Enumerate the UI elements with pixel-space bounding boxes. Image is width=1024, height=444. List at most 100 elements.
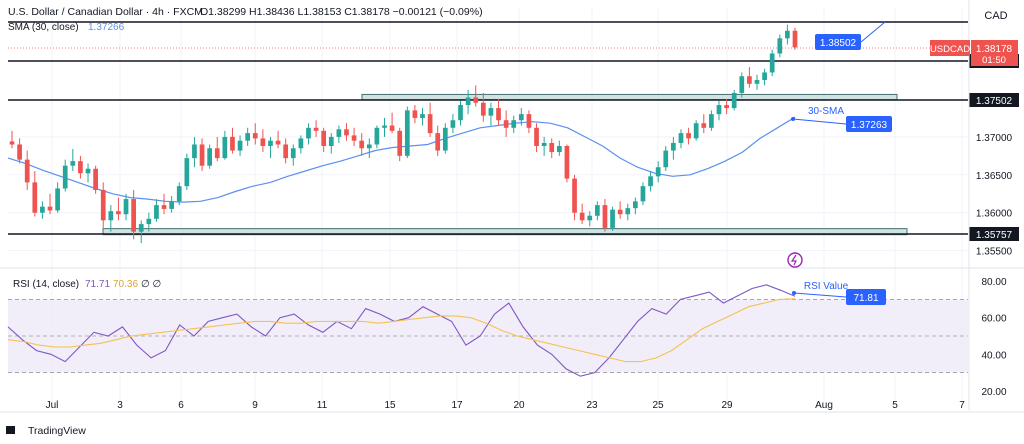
- candle-body-103: [792, 30, 798, 48]
- time-tick-9: 25: [652, 400, 664, 411]
- candle-body-65: [503, 120, 509, 128]
- candle-body-28: [222, 136, 228, 159]
- candle-body-46: [359, 140, 365, 149]
- candle-body-11: [93, 168, 98, 190]
- candle-body-6: [55, 188, 60, 211]
- candle-body-34: [268, 140, 273, 146]
- time-tick-11: Aug: [815, 400, 833, 411]
- time-tick-0: Jul: [46, 400, 59, 411]
- sma-legend-label: SMA (30, close): [8, 22, 79, 33]
- candle-body-9: [78, 161, 83, 174]
- candle-body-94: [724, 105, 729, 109]
- candle-body-20: [161, 205, 167, 209]
- target-value: 1.38502: [820, 38, 857, 49]
- candle-body-69: [534, 127, 539, 146]
- candle-body-79: [610, 209, 615, 228]
- candle-body-86: [663, 150, 669, 168]
- symbol-tag: USDCAD: [930, 44, 970, 55]
- candle-body-89: [686, 133, 691, 139]
- candle-body-74: [572, 178, 577, 213]
- candle-body-0: [9, 141, 15, 145]
- candle-body-62: [480, 102, 486, 116]
- candle-body-15: [123, 199, 129, 215]
- candle-body-54: [420, 114, 425, 118]
- candle-body-101: [777, 38, 783, 54]
- sma-legend-value: 1.37266: [88, 22, 125, 33]
- time-tick-7: 20: [513, 400, 525, 411]
- candle-body-26: [207, 148, 213, 166]
- rsi-annotation-text: RSI Value: [804, 281, 849, 292]
- candle-body-70: [541, 142, 547, 146]
- target-value-bg: [815, 34, 861, 50]
- candle-body-47: [366, 144, 372, 149]
- candle-body-32: [252, 133, 258, 139]
- candle-body-13: [108, 211, 114, 221]
- candle-body-102: [785, 30, 790, 39]
- candle-body-5: [47, 206, 53, 211]
- rsi-tick-1: 60.00: [981, 314, 1006, 325]
- candle-body-95: [731, 92, 737, 109]
- candle-body-36: [283, 144, 289, 159]
- candle-body-10: [85, 168, 91, 174]
- candle-body-93: [716, 105, 722, 115]
- tradingview-logo: [6, 426, 15, 434]
- candle-body-48: [374, 127, 380, 145]
- event-icon: [787, 252, 803, 268]
- time-tick-2: 6: [178, 400, 184, 411]
- symbol-title: U.S. Dollar / Canadian Dollar · 4h · FXC…: [8, 6, 203, 18]
- last-price-tag-bg: [971, 40, 1018, 66]
- candle-body-35: [275, 140, 281, 145]
- candle-body-53: [412, 110, 418, 118]
- candle-body-55: [427, 114, 433, 134]
- candle-body-98: [754, 80, 760, 84]
- candle-body-100: [769, 53, 775, 73]
- candle-body-1: [17, 144, 22, 160]
- rsi-line: [7, 284, 796, 377]
- footer-brand: TradingView: [28, 425, 86, 437]
- candle-body-8: [70, 161, 76, 166]
- rsi-legend-value: 71.71: [85, 279, 110, 290]
- sma-30-line: [7, 116, 796, 203]
- candle-body-80: [617, 209, 623, 215]
- candle-body-83: [640, 186, 646, 202]
- candle-body-91: [701, 123, 707, 128]
- candle-body-19: [154, 205, 159, 219]
- candle-body-40: [313, 127, 319, 131]
- rsi-annotation-pointer: [793, 292, 847, 298]
- annotations: 1.38502 30-SMA 1.37263 RSI Value 71.81: [787, 21, 892, 305]
- time-tick-10: 29: [721, 400, 733, 411]
- time-tick-4: 11: [317, 400, 328, 411]
- candle-body-60: [465, 97, 471, 106]
- candle-body-2: [24, 159, 30, 183]
- time-tick-13: 7: [959, 400, 965, 411]
- candle-body-61: [473, 97, 479, 103]
- rsi-pane: 80.00 60.00 40.00 20.00: [7, 277, 1007, 398]
- candle-body-16: [131, 199, 136, 232]
- candle-body-45: [351, 135, 357, 141]
- candlestick-series: [9, 24, 798, 244]
- candle-body-58: [450, 120, 456, 128]
- candle-body-49: [382, 125, 387, 128]
- candle-body-44: [344, 129, 349, 136]
- candle-body-37: [290, 148, 296, 159]
- candle-body-78: [602, 205, 608, 228]
- candle-body-24: [192, 144, 197, 159]
- candle-body-29: [230, 136, 235, 151]
- rsi-tick-0: 80.00: [981, 277, 1006, 288]
- price-tick-1: 1.36500: [976, 171, 1013, 182]
- candle-body-41: [321, 130, 327, 146]
- price-axis: 1.37000 1.36500 1.36000 1.35500: [0, 0, 1024, 410]
- candle-body-12: [100, 189, 106, 221]
- candle-body-88: [678, 133, 684, 143]
- sma-annotation-bg: [846, 116, 892, 132]
- candle-body-17: [138, 224, 144, 232]
- rsi-annotation-value: 71.81: [853, 293, 878, 304]
- candle-body-18: [146, 218, 152, 225]
- price-tick-0: 1.37000: [976, 133, 1013, 144]
- time-axis: Jul 3 6 9 11 15 17 20 23 25 29 Aug 5 7: [0, 400, 1024, 413]
- zone-0: [361, 93, 898, 101]
- time-tick-1: 3: [117, 400, 123, 411]
- level-tag-1: 1.37502: [976, 96, 1013, 107]
- price-tick-3: 1.35500: [976, 247, 1013, 258]
